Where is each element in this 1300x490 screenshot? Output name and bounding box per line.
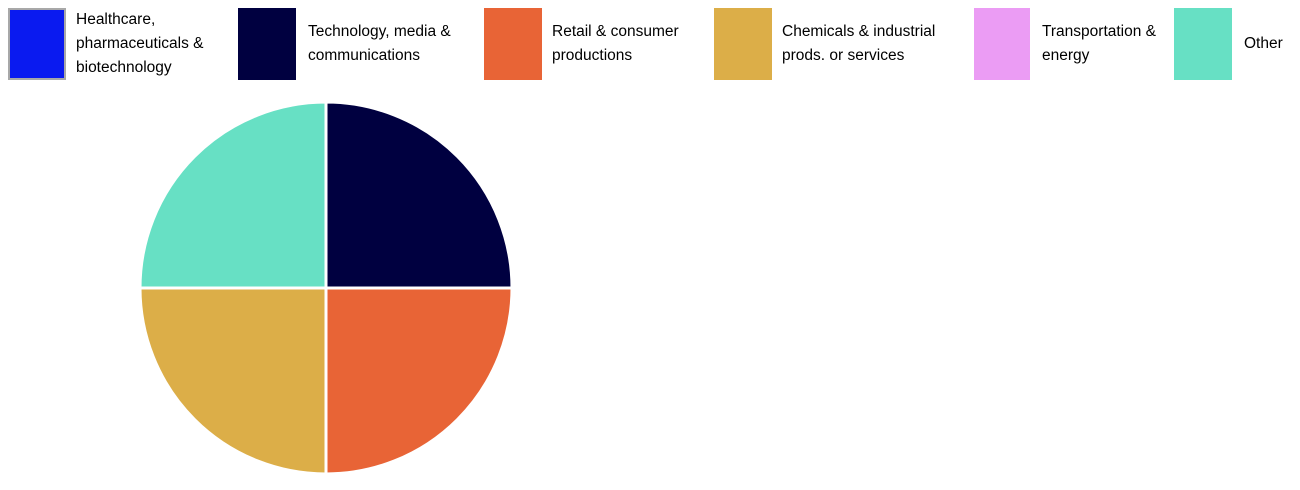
legend-swatch-healthcare bbox=[8, 8, 66, 80]
legend-label-line: communications bbox=[308, 47, 420, 64]
legend-swatch-other bbox=[1174, 8, 1232, 80]
chart-legend: Healthcare, pharmaceuticals & biotechnol… bbox=[0, 8, 1300, 82]
legend-label-line: productions bbox=[552, 47, 633, 64]
legend-swatch-technology bbox=[238, 8, 296, 80]
legend-label-line: Other bbox=[1244, 35, 1283, 52]
legend-label-line: Chemicals & industrial bbox=[782, 23, 936, 40]
legend-label-healthcare: Healthcare, pharmaceuticals & biotechnol… bbox=[76, 8, 204, 80]
legend-label-transportation: Transportation & energy bbox=[1042, 8, 1156, 80]
legend-label-line: biotechnology bbox=[76, 59, 172, 76]
pie-slice-other bbox=[138, 100, 328, 290]
legend-label-line: Transportation & bbox=[1042, 23, 1157, 40]
pie-slice-technology bbox=[324, 100, 514, 290]
legend-label-line: prods. or services bbox=[782, 47, 905, 64]
pie-slice-retail bbox=[324, 286, 514, 476]
pie-slice-chemicals bbox=[138, 286, 328, 476]
legend-label-technology: Technology, media & communications bbox=[308, 8, 451, 80]
legend-swatch-retail bbox=[484, 8, 542, 80]
legend-swatch-transportation bbox=[974, 8, 1030, 80]
legend-label-line: energy bbox=[1042, 47, 1090, 64]
legend-label-line: Technology, media & bbox=[308, 23, 451, 40]
legend-label-chemicals: Chemicals & industrial prods. or service… bbox=[782, 8, 935, 80]
legend-label-line: Retail & consumer bbox=[552, 23, 679, 40]
legend-label-line: pharmaceuticals & bbox=[76, 35, 204, 52]
legend-label-line: Healthcare, bbox=[76, 11, 156, 28]
legend-label-other: Other bbox=[1244, 8, 1283, 80]
legend-label-retail: Retail & consumer productions bbox=[552, 8, 679, 80]
legend-swatch-chemicals bbox=[714, 8, 772, 80]
